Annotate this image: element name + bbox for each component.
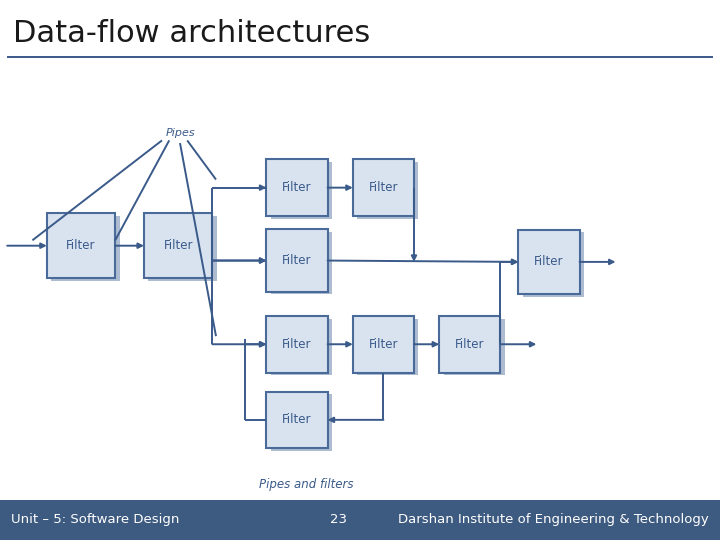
Text: Filter: Filter bbox=[282, 181, 312, 194]
Text: Darshan Institute of Engineering & Technology: Darshan Institute of Engineering & Techn… bbox=[398, 513, 709, 526]
FancyBboxPatch shape bbox=[51, 216, 120, 281]
FancyBboxPatch shape bbox=[144, 213, 212, 278]
FancyBboxPatch shape bbox=[271, 394, 332, 451]
Text: Filter: Filter bbox=[163, 239, 193, 252]
Text: Filter: Filter bbox=[282, 254, 312, 267]
FancyBboxPatch shape bbox=[523, 232, 584, 297]
FancyBboxPatch shape bbox=[47, 213, 115, 278]
Text: Filter: Filter bbox=[369, 338, 398, 351]
Text: Filter: Filter bbox=[369, 181, 398, 194]
FancyBboxPatch shape bbox=[266, 159, 328, 216]
Text: Filter: Filter bbox=[66, 239, 96, 252]
FancyBboxPatch shape bbox=[271, 319, 332, 375]
Text: Data-flow architectures: Data-flow architectures bbox=[13, 19, 370, 48]
FancyBboxPatch shape bbox=[266, 316, 328, 373]
FancyBboxPatch shape bbox=[266, 230, 328, 292]
Text: Filter: Filter bbox=[534, 255, 564, 268]
Text: Filter: Filter bbox=[282, 338, 312, 351]
FancyBboxPatch shape bbox=[444, 319, 505, 375]
Text: 23: 23 bbox=[330, 513, 347, 526]
Text: Filter: Filter bbox=[455, 338, 485, 351]
FancyBboxPatch shape bbox=[439, 316, 500, 373]
FancyBboxPatch shape bbox=[271, 162, 332, 219]
FancyBboxPatch shape bbox=[357, 162, 418, 219]
Text: Unit – 5: Software Design: Unit – 5: Software Design bbox=[11, 513, 179, 526]
FancyBboxPatch shape bbox=[353, 159, 414, 216]
Bar bbox=[0, 500, 720, 540]
FancyBboxPatch shape bbox=[266, 392, 328, 448]
Text: Pipes and filters: Pipes and filters bbox=[259, 478, 354, 491]
FancyBboxPatch shape bbox=[148, 216, 217, 281]
FancyBboxPatch shape bbox=[271, 232, 332, 294]
FancyBboxPatch shape bbox=[518, 230, 580, 294]
Text: Pipes: Pipes bbox=[166, 127, 195, 138]
FancyBboxPatch shape bbox=[357, 319, 418, 375]
Text: Filter: Filter bbox=[282, 413, 312, 427]
FancyBboxPatch shape bbox=[353, 316, 414, 373]
